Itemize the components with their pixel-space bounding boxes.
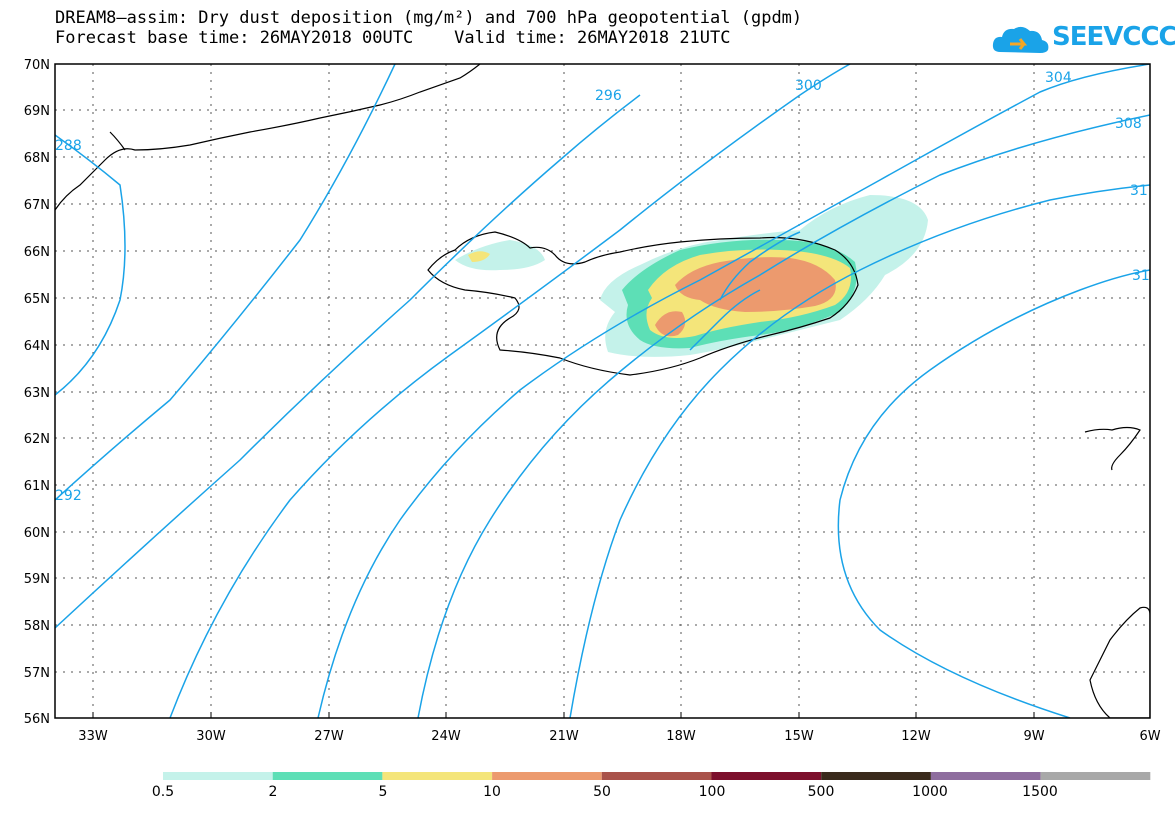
- legend-label: 1500: [1022, 784, 1058, 800]
- lat-label: 69N: [24, 104, 50, 119]
- lat-label: 59N: [24, 572, 50, 587]
- legend-swatch: [1040, 772, 1151, 780]
- logo-text: SEEVCCC: [1052, 22, 1175, 52]
- lat-label: 64N: [24, 339, 50, 354]
- contour-304: [417, 114, 1150, 718]
- contour-292: [55, 64, 396, 501]
- legend-label: 10: [483, 784, 501, 800]
- iceland-coast: [427, 231, 859, 376]
- contour-308: [569, 184, 1150, 718]
- lon-label: 15W: [784, 729, 814, 744]
- longitude-labels: 33W 30W 27W 24W 21W 18W 15W 12W 9W 6W: [78, 729, 1160, 744]
- lon-label: 18W: [666, 729, 696, 744]
- legend-labels: 0.5 2 5 10 50 100 500 1000 1500: [152, 784, 1058, 800]
- lon-label: 21W: [549, 729, 579, 744]
- contour-label: 288: [55, 138, 82, 154]
- contour-label: 304: [1045, 70, 1072, 86]
- lat-label: 63N: [24, 386, 50, 401]
- legend-label: 1000: [912, 784, 948, 800]
- contour-label: 292: [55, 488, 82, 504]
- legend-label: 0.5: [152, 784, 174, 800]
- contour-label: 31: [1130, 183, 1148, 199]
- contour-292b: [55, 94, 641, 629]
- contour-inner: [719, 231, 801, 301]
- dust-area-0.5-west: [455, 240, 545, 271]
- legend-swatch: [821, 772, 931, 780]
- legend-swatch: [163, 772, 273, 780]
- lat-label: 67N: [24, 198, 50, 213]
- lat-label: 62N: [24, 432, 50, 447]
- scotland-coast: [1089, 606, 1150, 718]
- contour-300: [317, 64, 1150, 718]
- coastlines: [55, 64, 1150, 718]
- map-subtitle: Forecast base time: 26MAY2018 00UTC Vali…: [55, 28, 731, 48]
- greenland-coast: [55, 64, 481, 211]
- legend-swatch: [382, 772, 493, 780]
- contour-inner2: [689, 289, 761, 351]
- map-frame: [54, 63, 1151, 719]
- dust-deposition-shading: [455, 195, 928, 357]
- lat-label: 58N: [24, 619, 50, 634]
- greenland-coast-north: [109, 131, 126, 151]
- lon-label: 24W: [431, 729, 461, 744]
- legend-swatch: [711, 772, 822, 780]
- dust-area-5-west: [468, 251, 490, 262]
- lat-label: 68N: [24, 151, 50, 166]
- map-title: DREAM8–assim: Dry dust deposition (mg/m²…: [55, 8, 803, 28]
- legend-label: 2: [269, 784, 278, 800]
- legend-colorbar: [163, 772, 1151, 780]
- lat-label: 65N: [24, 292, 50, 307]
- legend-swatch: [930, 772, 1041, 780]
- lon-label: 9W: [1023, 729, 1044, 744]
- contour-label: 31: [1132, 268, 1150, 284]
- lon-label: 33W: [78, 729, 108, 744]
- lon-label: 30W: [196, 729, 226, 744]
- geopotential-contours: [55, 64, 1150, 718]
- legend-label: 5: [379, 784, 388, 800]
- ticks: [92, 712, 1035, 718]
- latitude-labels: 70N 69N 68N 67N 66N 65N 64N 63N 62N 61N …: [24, 58, 50, 727]
- lat-label: 61N: [24, 479, 50, 494]
- faroe-coast: [1084, 426, 1141, 471]
- legend-label: 50: [593, 784, 611, 800]
- lat-label: 66N: [24, 245, 50, 260]
- lat-label: 56N: [24, 712, 50, 727]
- lon-label: 12W: [901, 729, 931, 744]
- legend-swatch: [601, 772, 712, 780]
- contour-label: 300: [795, 78, 822, 94]
- contour-296: [169, 64, 851, 718]
- lat-label: 60N: [24, 526, 50, 541]
- seevccc-cloud-icon: [992, 26, 1049, 53]
- legend-label: 500: [808, 784, 835, 800]
- contour-labels: 288 292 296 300 304 308 31 31: [55, 70, 1150, 504]
- grid: [55, 64, 1150, 718]
- lat-label: 57N: [24, 666, 50, 681]
- contour-288: [55, 134, 126, 396]
- lat-label: 70N: [24, 58, 50, 73]
- lon-label: 27W: [314, 729, 344, 744]
- legend-label: 100: [699, 784, 726, 800]
- lon-label: 6W: [1139, 729, 1160, 744]
- legend-swatch: [492, 772, 602, 780]
- legend-swatch: [272, 772, 383, 780]
- contour-label: 296: [595, 88, 622, 104]
- contour-label: 308: [1115, 116, 1142, 132]
- dust-area-10-south: [655, 311, 686, 337]
- contour-312: [837, 269, 1150, 718]
